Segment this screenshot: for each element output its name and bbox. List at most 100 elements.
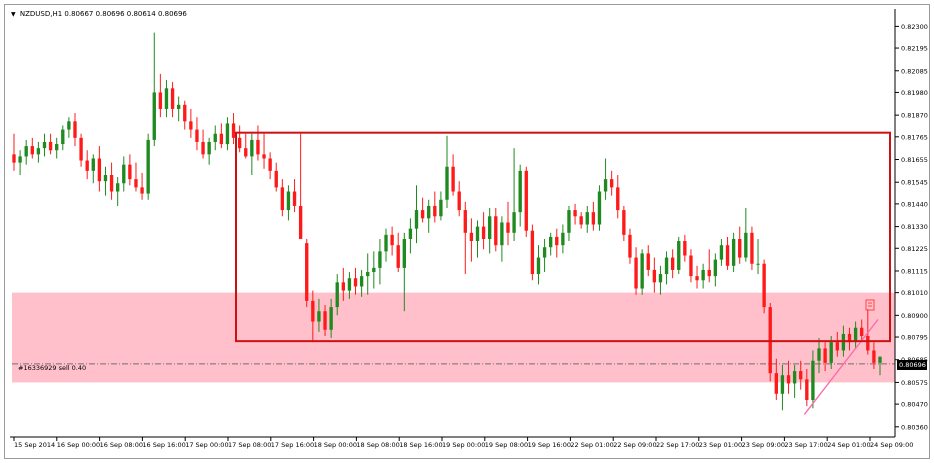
candle-body [55,144,59,151]
x-tick-label: 17 Sep 00:00 [185,441,228,449]
y-tick-label: 0.81440 [901,200,928,208]
candle-body [445,166,449,200]
range-box [235,131,891,343]
y-tick-label: 0.82195 [901,45,928,53]
candle-body [689,255,693,277]
x-tick-label: 17 Sep 16:00 [271,441,314,449]
candle-body [317,311,321,322]
candle-body [359,276,364,287]
candle-body [280,187,285,211]
candle-body [640,253,644,289]
candle-body [396,245,400,268]
candle-body [152,92,156,140]
y-tick-label: 0.81765 [901,133,928,141]
candle-body [97,158,102,182]
candle-body [286,191,291,211]
candle-body [140,187,144,194]
candle-body [707,269,711,277]
candle-body [219,133,224,145]
candle-body [115,183,120,192]
time-axis-ticks: 15 Sep 2014 16 Sep 00:00 16 Sep 08:00 16 Se… [13,437,913,449]
candle-body [506,222,510,233]
candle-body [725,245,730,266]
candle-body [841,333,846,351]
candle-body [268,158,272,171]
y-tick-label: 0.81115 [901,267,928,275]
x-tick-label: 22 Sep 17:00 [656,441,699,449]
candle-body [231,123,236,138]
candle-body [170,88,175,109]
candle-body [494,216,498,246]
x-tick-label: 23 Sep 17:00 [784,441,827,449]
candle-body [744,232,748,258]
candle-body [103,174,108,182]
candle-body [829,342,833,363]
candle-body [237,137,242,149]
x-tick-label: 19 Sep 00:00 [442,441,485,449]
collapse-arrow-icon[interactable]: ▼ [11,11,16,18]
demand-zone [12,292,895,383]
candle-body [433,205,437,217]
candle-body [695,276,699,281]
candle-body [475,226,480,242]
candle-body [817,348,821,361]
candle-body [30,146,34,155]
candle-body [524,170,528,231]
candle-body [189,121,193,130]
y-tick-label: 0.82300 [901,23,928,31]
candle-body [762,263,766,308]
candle-body [591,212,596,225]
candle-body [225,123,230,145]
candle-body [341,282,346,291]
candle-body [713,259,718,277]
candle-body [677,241,681,270]
candle-body [36,148,41,155]
candle-body [701,269,705,281]
candle-body [548,236,553,248]
candle-body [622,210,626,235]
candle-body [311,300,315,322]
candle-body [719,245,724,260]
candle-body [250,139,254,157]
y-tick-label: 0.82085 [901,67,928,75]
x-tick-label: 16 Sep 00:00 [57,441,100,449]
x-tick-label: 24 Sep 01:00 [827,441,870,449]
candle-body [792,371,797,384]
candle-body [195,129,199,142]
candle-body [335,282,339,308]
candle-body [457,191,461,211]
candle-body [628,234,632,258]
candle-body [323,311,327,330]
candle-body [683,241,687,256]
candle-body [244,148,248,157]
x-tick-label: 23 Sep 09:00 [742,441,785,449]
y-tick-label: 0.80575 [901,379,928,387]
ohlc-values: 0.80667 0.80696 0.80614 0.80696 [64,10,187,18]
candle-body [128,164,132,180]
candle-body [390,234,394,246]
candle-body [274,170,278,188]
x-tick-label: 16 Sep 08:00 [100,441,143,449]
candle-body [786,375,791,384]
candle-body [67,121,71,130]
candle-body [366,272,370,277]
candle-body [262,154,266,159]
x-tick-label: 18 Sep 16:00 [399,441,442,449]
current-price-badge: 0.80696 [897,360,927,370]
candle-body [24,146,28,157]
candle-body [305,243,309,301]
candle-body [463,210,467,233]
candle-body [201,141,205,155]
candle-body [670,257,675,270]
candle-body [658,274,663,283]
candle-body [61,129,65,145]
candle-body [585,212,589,225]
candle-body [878,356,882,363]
candle-body [579,216,583,225]
candle-body [573,210,577,217]
candle-body [347,278,352,291]
y-tick-label: 0.81980 [901,89,928,97]
x-tick-label: 19 Sep 08:00 [485,441,528,449]
candle-body [164,88,169,109]
